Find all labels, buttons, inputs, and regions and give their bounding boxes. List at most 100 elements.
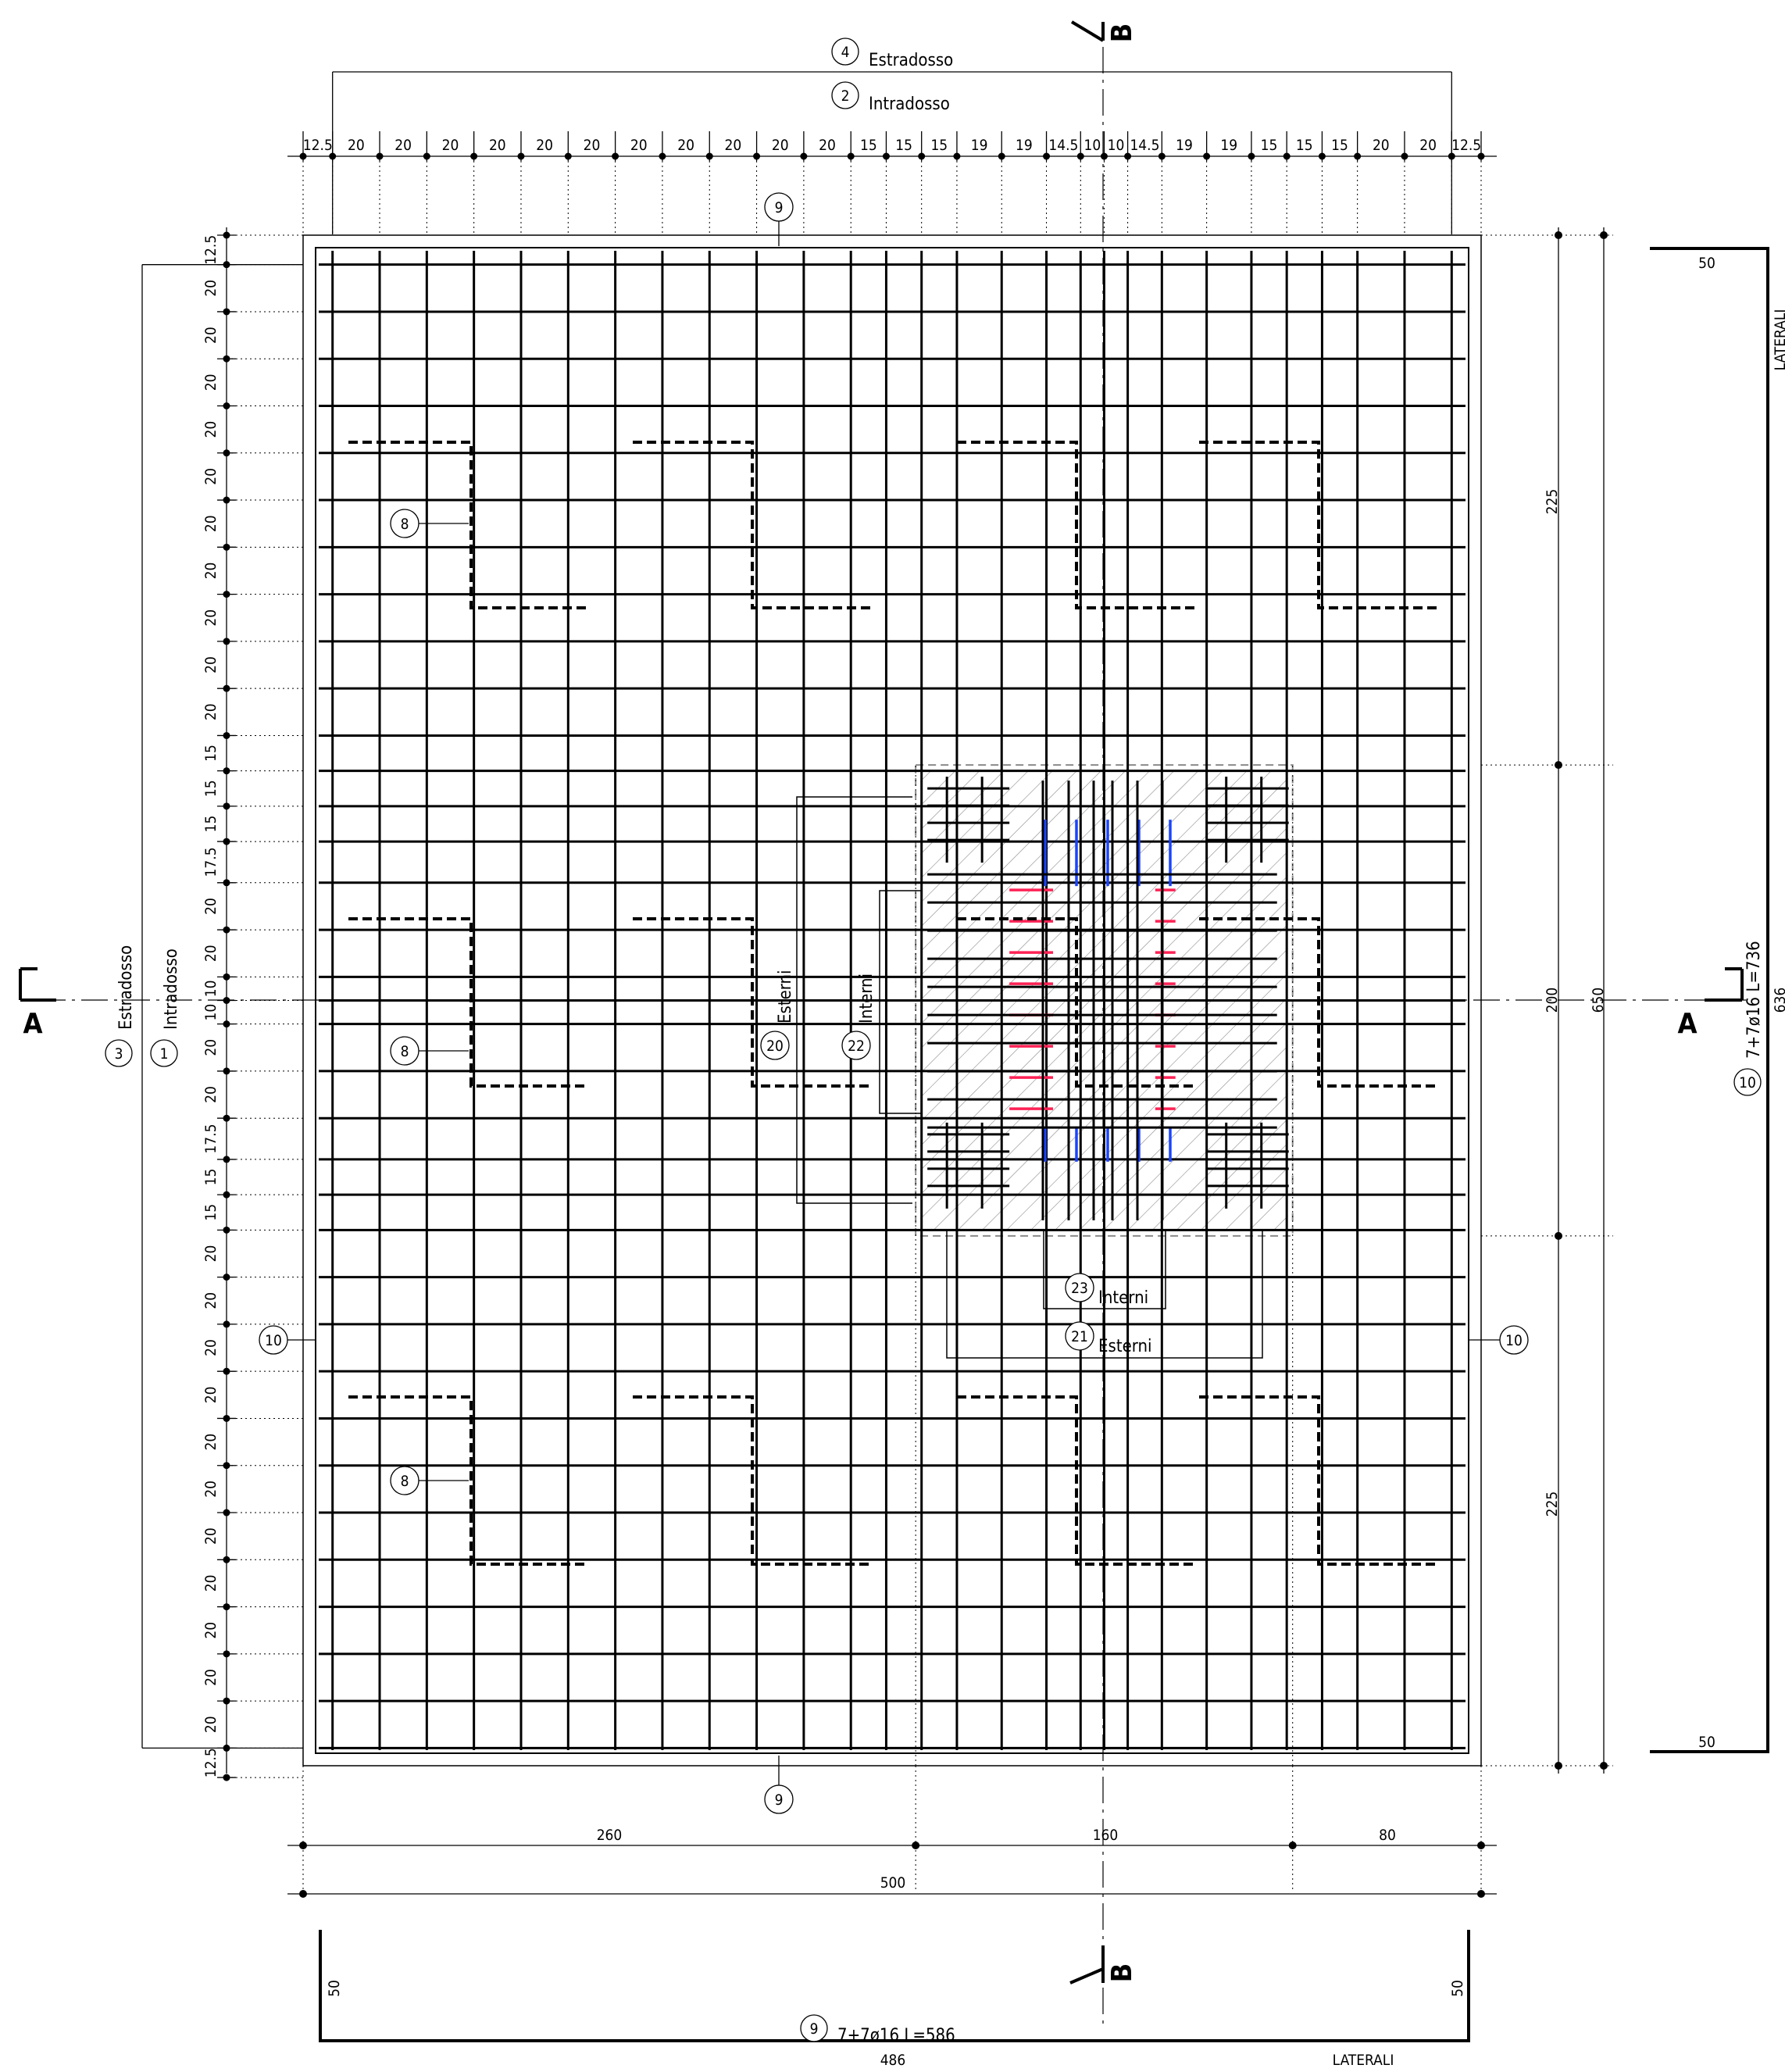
bottom-total-dim-dot <box>299 1890 307 1898</box>
label-estradosso-left: Estradosso <box>116 945 136 1030</box>
left-spacing-label: 20 <box>202 1086 220 1103</box>
left-spacing-label: 20 <box>202 1039 220 1056</box>
sched-10-leg-bottom: 50 <box>1698 1734 1715 1751</box>
top-spacing-label: 12.5 <box>1451 137 1481 154</box>
left-spacing-label: 20 <box>202 1622 220 1639</box>
top-spacing-label: 20 <box>348 137 365 154</box>
left-spacing-label: 20 <box>202 703 220 720</box>
sched-9-mark: 9 <box>810 2020 819 2038</box>
top-spacing-label: 20 <box>489 137 506 154</box>
left-spacing-label: 20 <box>202 1339 220 1356</box>
top-spacing-label: 15 <box>860 137 877 154</box>
left-spacing-label: 20 <box>202 945 220 962</box>
mark-9-bottom: 9 <box>775 1792 784 1809</box>
callout-esterni-vertical: Esterni <box>776 970 795 1023</box>
left-spacing-label: 17.5 <box>202 1124 220 1154</box>
mark-1: 1 <box>160 1045 169 1063</box>
sched-9-spec: 7+7ø16 L=586 <box>837 2026 955 2045</box>
sched-9-tag: LATERALI <box>1333 2052 1394 2068</box>
section-mark-b-top: B <box>1070 20 1138 43</box>
dim-bottom-left: 260 <box>597 1827 623 1844</box>
sched-9-leg-left: 50 <box>326 1980 343 1997</box>
right-dim-dot <box>1555 761 1562 770</box>
left-spacing-label: 15 <box>202 1204 220 1221</box>
hook-bar <box>348 917 587 1088</box>
top-spacing-label: 20 <box>725 137 742 154</box>
left-spacing-label: 20 <box>202 468 220 485</box>
left-spacing-label: 20 <box>202 373 220 391</box>
left-spacing-label: 10 <box>202 981 220 998</box>
top-spacing-label: 20 <box>819 137 836 154</box>
left-spacing-label: 20 <box>202 1386 220 1403</box>
section-label-b-top: B <box>1106 23 1138 43</box>
bottom-total-dim-dot <box>1477 1890 1485 1898</box>
left-spacing-label: 20 <box>202 898 220 915</box>
section-mark-a-right: A <box>1677 967 1744 1040</box>
label-intradosso-left: Intradosso <box>162 948 181 1030</box>
right-dim-dot <box>1555 231 1562 239</box>
mark-10-left: 10 <box>265 1332 282 1349</box>
bottom-dim-dot <box>299 1842 307 1849</box>
bottom-dimension-texts: 260 160 80 500 <box>597 1827 1396 1892</box>
top-spacing-label: 15 <box>1331 137 1348 154</box>
dimension-texts: 12.5 20 20 20 20 20 20 20 20 20 20 20 15 15 15 19 19 14.5… <box>202 137 1481 1777</box>
hook-bar <box>633 1395 871 1566</box>
dim-bottom-right: 80 <box>1379 1827 1396 1844</box>
hook-bar <box>957 1395 1197 1566</box>
top-spacing-label: 14.5 <box>1130 137 1159 154</box>
top-spacing-label: 20 <box>442 137 459 154</box>
left-spacing-label: 10 <box>202 1004 220 1021</box>
hook-bar <box>957 917 1197 1088</box>
sched-10-spec: 7+7ø16 L=736 <box>1744 941 1764 1059</box>
top-spacing-label: 15 <box>895 137 912 154</box>
mark-8-middle: 8 <box>401 1043 409 1060</box>
left-bar-labels: 3 Estradosso 1 Intradosso <box>105 945 181 1067</box>
top-spacing-label: 15 <box>930 137 948 154</box>
hook-bar <box>348 1395 587 1566</box>
left-spacing-label: 20 <box>202 1669 220 1686</box>
right-total-dim-dot <box>1600 1762 1608 1770</box>
section-label-a-left: A <box>23 1008 42 1040</box>
left-spacing-label: 20 <box>202 609 220 627</box>
left-spacing-label: 20 <box>202 1716 220 1733</box>
top-spacing-label: 20 <box>394 137 412 154</box>
mark-10-right: 10 <box>1505 1332 1523 1349</box>
hook-bar <box>1199 917 1437 1088</box>
section-mark-b-bottom: B <box>1069 1945 1138 1984</box>
mark-2: 2 <box>841 88 850 105</box>
dim-right-total: 650 <box>1590 988 1607 1013</box>
left-spacing-label: 20 <box>202 1481 220 1498</box>
mark-22: 22 <box>848 1038 865 1055</box>
left-spacing-label: 20 <box>202 1575 220 1592</box>
bar-mark-8: 8 8 8 <box>390 509 469 1495</box>
section-label-a-right: A <box>1677 1008 1697 1040</box>
mark-9-top: 9 <box>775 199 784 216</box>
right-dim-dot <box>1555 1762 1562 1770</box>
top-spacing-label: 12.5 <box>303 137 333 154</box>
top-bar-labels: 4 Estradosso 2 Intradosso <box>831 38 953 114</box>
top-spacing-label: 19 <box>1220 137 1237 154</box>
dim-bottom-total: 500 <box>880 1874 906 1892</box>
bottom-dim-dot <box>1477 1842 1485 1849</box>
left-spacing-label: 17.5 <box>202 847 220 877</box>
label-estradosso-top: Estradosso <box>869 51 953 70</box>
hook-bar <box>633 917 871 1088</box>
hook-bar <box>1199 441 1437 609</box>
mark-20: 20 <box>766 1038 784 1055</box>
left-spacing-label: 12.5 <box>202 1748 220 1777</box>
dim-bottom-middle: 160 <box>1093 1827 1119 1844</box>
right-dimension-texts: 225 200 225 650 <box>1544 489 1607 1517</box>
sched-10-tag: LATERALI <box>1772 309 1785 371</box>
top-spacing-label: 20 <box>536 137 553 154</box>
left-spacing-label: 20 <box>202 1245 220 1263</box>
top-spacing-label: 14.5 <box>1048 137 1078 154</box>
top-spacing-label: 19 <box>971 137 988 154</box>
section-mark-a-left: A <box>19 967 56 1040</box>
left-spacing-label: 20 <box>202 327 220 344</box>
mark-8-top: 8 <box>401 516 409 533</box>
top-spacing-label: 20 <box>677 137 694 154</box>
callout-interni-vertical: Interni <box>857 973 876 1023</box>
callout-interni-horizontal: Interni <box>1098 1288 1148 1308</box>
